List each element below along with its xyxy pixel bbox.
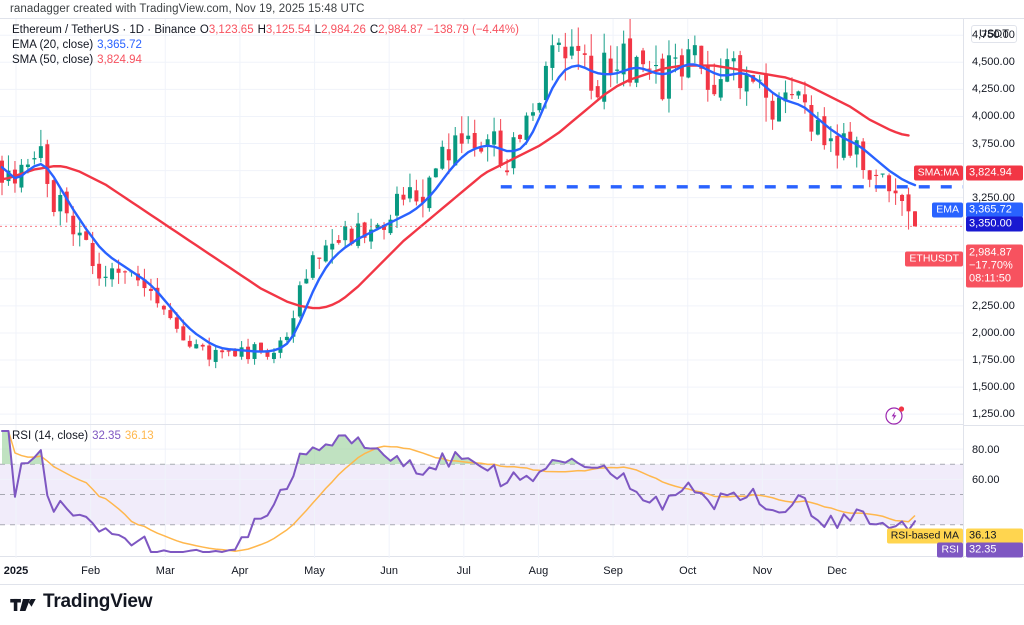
time-axis-label: Dec xyxy=(827,565,847,577)
rsi-ma-value-badge: 36.13 xyxy=(966,528,1023,544)
time-axis-label: Nov xyxy=(752,565,773,577)
legend-c-value: 2,984.87 xyxy=(378,24,423,36)
price-axis-unit: USDT xyxy=(971,25,1017,43)
legend-l-label: L xyxy=(314,24,322,36)
legend-ema-value: 3,365.72 xyxy=(97,39,142,51)
price-axis-tick: 1,250.00 xyxy=(972,408,1015,421)
price-axis-tick: 4,000.00 xyxy=(972,110,1015,123)
legend-l-value: 2,984.26 xyxy=(321,24,366,36)
rsi-legend-value: 32.35 xyxy=(92,430,121,442)
time-axis-label: Mar xyxy=(155,565,175,577)
legend-sma-label: SMA (50, close) xyxy=(12,54,94,66)
price-axis[interactable]: USDT 1,250.00 1,500.00 1,750.00 2,000.00 2,2… xyxy=(905,19,1024,425)
rsi-value-badge: 32.35 xyxy=(966,542,1023,558)
rsi-axis-tick: 60.00 xyxy=(972,474,1000,487)
bar-countdown: 08:11:50 xyxy=(969,272,1012,285)
brand[interactable]: TradingView xyxy=(10,591,153,613)
legend-ema-label: EMA (20, close) xyxy=(12,39,94,51)
ema-value-badge: 3,365.72 xyxy=(966,202,1023,218)
legend-ema-row[interactable]: EMA (20, close) 3,365.72 xyxy=(12,38,519,53)
time-axis-label: Jul xyxy=(456,565,471,577)
chart-frame: Ethereum / TetherUS · 1D · Binance O3,123… xyxy=(0,18,1024,558)
horizontal-line-value-badge: 3,350.00 xyxy=(966,216,1023,232)
attribution-text: ranadagger created with TradingView.com,… xyxy=(10,3,365,15)
price-legend: Ethereum / TetherUS · 1D · Binance O3,123… xyxy=(12,23,519,68)
rsi-legend-title: RSI (14, close) xyxy=(12,430,89,442)
rsi-chart-svg xyxy=(0,425,963,558)
price-axis-tick: 3,250.00 xyxy=(972,191,1015,204)
price-axis-tick: 1,750.00 xyxy=(972,354,1015,367)
time-axis-label: Jun xyxy=(380,565,399,577)
rsi-legend: RSI (14, close) 32.35 36.13 xyxy=(12,429,154,444)
lightning-bolt-icon[interactable] xyxy=(884,404,906,431)
last-price-value: 2,984.87 xyxy=(969,246,1012,259)
price-axis-tick: 2,000.00 xyxy=(972,326,1015,339)
price-axis-tick: 2,250.00 xyxy=(972,299,1015,312)
legend-h-value: 3,125.54 xyxy=(265,24,311,36)
time-axis-label: May xyxy=(304,565,325,577)
rsi-name-tag: RSI xyxy=(937,542,963,558)
symbol-tag: ETHUSDT xyxy=(905,251,963,267)
legend-o-label: O xyxy=(199,24,209,36)
price-axis-tick: 4,250.00 xyxy=(972,83,1015,96)
time-axis-label: Sep xyxy=(603,565,623,577)
legend-symbol: Ethereum / TetherUS · 1D · Binance xyxy=(12,24,196,36)
price-chart-svg xyxy=(0,19,963,424)
time-axis[interactable]: 2025 Feb Mar Apr May Jun Jul Aug Sep Oct Nov Dec xyxy=(0,557,1024,585)
time-axis-label: Feb xyxy=(81,565,101,577)
time-axis-label: Apr xyxy=(231,565,249,577)
price-axis-tick: 4,500.00 xyxy=(972,56,1015,69)
price-axis-tick: 1,500.00 xyxy=(972,381,1015,394)
time-axis-label: Oct xyxy=(679,565,697,577)
legend-c-label: C xyxy=(369,24,379,36)
rsi-pane[interactable]: RSI (14, close) 32.35 36.13 xyxy=(0,425,963,558)
legend-change: −138.79 (−4.44%) xyxy=(426,24,519,36)
rsi-legend-ma-value: 36.13 xyxy=(124,430,154,442)
rsi-ma-name-tag: RSI-based MA xyxy=(886,528,963,544)
sma-name-tag: SMA:MA xyxy=(913,165,963,181)
legend-h-label: H xyxy=(257,24,266,36)
legend-o-value: 3,123.65 xyxy=(208,24,254,36)
brand-name: TradingView xyxy=(43,591,153,612)
rsi-axis[interactable]: 80.00 60.00 36.13 RSI-based MA 32.35 RSI xyxy=(886,425,1024,558)
sma-value-badge: 3,824.94 xyxy=(966,165,1023,181)
price-pane[interactable]: Ethereum / TetherUS · 1D · Binance O3,123… xyxy=(0,19,963,425)
time-axis-label: 2025 xyxy=(3,565,29,577)
price-axis-tick: 3,750.00 xyxy=(972,137,1015,150)
legend-sma-row[interactable]: SMA (50, close) 3,824.94 xyxy=(12,53,519,68)
legend-sma-value: 3,824.94 xyxy=(97,54,142,66)
rsi-legend-row[interactable]: RSI (14, close) 32.35 36.13 xyxy=(12,429,154,444)
ema-name-tag: EMA xyxy=(932,202,963,218)
tradingview-logo-icon xyxy=(10,598,36,611)
time-axis-label: Aug xyxy=(528,565,549,577)
price-axis-tick: 4,750.00 xyxy=(972,29,1015,42)
last-price-change: −17.70% xyxy=(969,259,1013,272)
last-price-badge: 2,984.87 −17.70% 08:11:50 xyxy=(966,244,1023,288)
legend-symbol-row: Ethereum / TetherUS · 1D · Binance O3,123… xyxy=(12,23,519,38)
rsi-axis-tick: 80.00 xyxy=(972,444,1000,457)
